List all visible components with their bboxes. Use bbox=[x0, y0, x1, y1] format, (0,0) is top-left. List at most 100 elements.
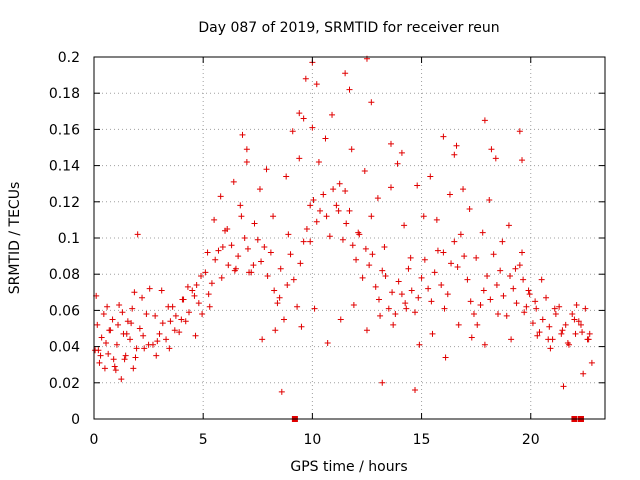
data-point bbox=[415, 294, 422, 301]
data-point bbox=[387, 184, 394, 191]
data-point bbox=[420, 213, 427, 220]
data-point bbox=[152, 312, 159, 319]
data-point bbox=[446, 191, 453, 198]
data-point bbox=[156, 330, 163, 337]
data-point bbox=[377, 312, 384, 319]
data-point bbox=[122, 352, 129, 359]
data-point bbox=[141, 345, 148, 352]
data-point bbox=[106, 327, 113, 334]
data-point bbox=[480, 287, 487, 294]
data-point bbox=[105, 350, 112, 357]
data-point bbox=[505, 222, 512, 229]
data-point bbox=[521, 309, 528, 316]
data-point bbox=[239, 131, 246, 138]
data-point bbox=[191, 292, 198, 299]
data-point bbox=[349, 242, 356, 249]
data-point bbox=[451, 151, 458, 158]
data-point bbox=[487, 296, 494, 303]
data-point bbox=[333, 202, 340, 209]
data-point bbox=[284, 282, 291, 289]
y-tick-label: 0.12 bbox=[49, 195, 80, 211]
data-point bbox=[264, 273, 271, 280]
data-point bbox=[211, 216, 218, 223]
data-point bbox=[453, 142, 460, 149]
data-point bbox=[451, 238, 458, 245]
data-point bbox=[193, 282, 200, 289]
data-point bbox=[381, 244, 388, 251]
data-point bbox=[387, 140, 394, 147]
data-point bbox=[368, 99, 375, 106]
data-point bbox=[98, 334, 105, 341]
data-point bbox=[503, 312, 510, 319]
data-point bbox=[212, 256, 219, 263]
data-point bbox=[500, 292, 507, 299]
data-point bbox=[350, 301, 357, 308]
data-point bbox=[297, 260, 304, 267]
data-point bbox=[572, 330, 579, 337]
data-point bbox=[251, 220, 258, 227]
data-point bbox=[159, 320, 166, 327]
data-point bbox=[382, 273, 389, 280]
data-point bbox=[258, 258, 265, 265]
grid bbox=[94, 57, 605, 419]
data-point bbox=[416, 341, 423, 348]
data-point bbox=[412, 309, 419, 316]
x-tick-label: 20 bbox=[522, 432, 540, 448]
data-point bbox=[189, 287, 196, 294]
data-point bbox=[584, 336, 591, 343]
data-point bbox=[545, 336, 552, 343]
data-point bbox=[302, 75, 309, 82]
data-point bbox=[481, 117, 488, 124]
data-point bbox=[525, 287, 532, 294]
data-point bbox=[128, 320, 135, 327]
data-point bbox=[290, 276, 297, 283]
data-point bbox=[412, 387, 419, 394]
data-point bbox=[508, 336, 515, 343]
data-point bbox=[484, 273, 491, 280]
x-tick-label: 0 bbox=[90, 432, 99, 448]
y-tick-label: 0.18 bbox=[49, 86, 80, 102]
data-point bbox=[342, 70, 349, 77]
data-point bbox=[270, 213, 277, 220]
data-point bbox=[470, 311, 477, 318]
data-point bbox=[311, 305, 318, 312]
data-point bbox=[556, 303, 563, 310]
data-point bbox=[421, 256, 428, 263]
data-point bbox=[294, 303, 301, 310]
data-point bbox=[427, 173, 434, 180]
data-point bbox=[492, 155, 499, 162]
data-point bbox=[267, 249, 274, 256]
y-tick-label: 0.02 bbox=[49, 376, 80, 392]
data-point bbox=[339, 236, 346, 243]
data-point bbox=[202, 269, 209, 276]
data-point bbox=[184, 283, 191, 290]
data-point bbox=[407, 254, 414, 261]
data-point bbox=[116, 301, 123, 308]
data-point bbox=[274, 300, 281, 307]
data-point bbox=[464, 276, 471, 283]
data-point bbox=[199, 311, 206, 318]
y-tick-label: 0.16 bbox=[49, 122, 80, 138]
data-point bbox=[163, 336, 170, 343]
data-point bbox=[529, 320, 536, 327]
data-point bbox=[111, 363, 118, 370]
data-point bbox=[440, 249, 447, 256]
data-point bbox=[362, 245, 369, 252]
data-point bbox=[441, 305, 448, 312]
data-point bbox=[263, 166, 270, 173]
data-point bbox=[418, 274, 425, 281]
data-point bbox=[118, 376, 125, 383]
data-point bbox=[337, 316, 344, 323]
data-point bbox=[507, 273, 514, 280]
data-point bbox=[499, 238, 506, 245]
data-point bbox=[575, 318, 582, 325]
data-point bbox=[206, 303, 213, 310]
data-points bbox=[92, 55, 595, 395]
data-point bbox=[582, 305, 589, 312]
x-axis-label: GPS time / hours bbox=[290, 459, 407, 475]
data-point bbox=[488, 146, 495, 153]
data-point bbox=[336, 180, 343, 187]
data-point bbox=[195, 300, 202, 307]
data-point bbox=[395, 278, 402, 285]
